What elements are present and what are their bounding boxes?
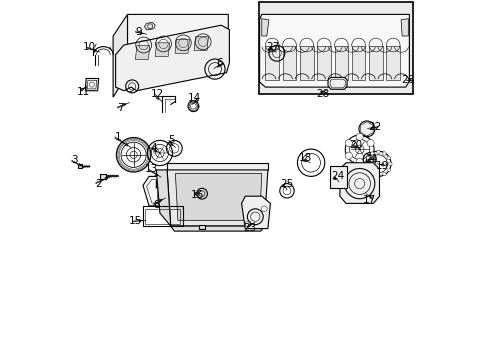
Circle shape <box>366 168 369 171</box>
Text: 8: 8 <box>153 200 159 210</box>
Text: 17: 17 <box>363 195 376 205</box>
Circle shape <box>366 139 373 147</box>
Text: 19: 19 <box>375 161 388 171</box>
Circle shape <box>376 150 380 154</box>
Bar <box>258 2 412 94</box>
Circle shape <box>370 152 373 155</box>
Circle shape <box>364 162 367 166</box>
Polygon shape <box>175 174 261 220</box>
Text: 15: 15 <box>129 216 142 226</box>
Polygon shape <box>167 170 267 226</box>
Bar <box>351 46 365 80</box>
Text: 13: 13 <box>145 164 158 174</box>
Text: 18: 18 <box>298 153 311 163</box>
Text: 5: 5 <box>168 135 175 145</box>
Polygon shape <box>259 14 408 87</box>
Polygon shape <box>241 196 270 229</box>
Text: 21: 21 <box>365 154 378 164</box>
Circle shape <box>387 162 391 166</box>
Text: 14: 14 <box>188 93 201 103</box>
Bar <box>78 164 82 168</box>
Bar <box>193 185 224 199</box>
Polygon shape <box>339 163 379 203</box>
Text: 12: 12 <box>150 89 163 99</box>
Circle shape <box>382 172 386 176</box>
Circle shape <box>345 152 352 159</box>
Polygon shape <box>327 77 346 89</box>
Polygon shape <box>142 176 255 206</box>
Polygon shape <box>144 22 155 30</box>
Text: 22: 22 <box>367 122 381 132</box>
Bar <box>386 46 399 80</box>
Polygon shape <box>261 19 268 36</box>
Bar <box>101 174 106 179</box>
Text: 3: 3 <box>71 155 78 165</box>
Bar <box>227 185 249 199</box>
Circle shape <box>386 168 390 172</box>
Text: 23: 23 <box>243 222 256 233</box>
Text: 6: 6 <box>216 58 223 68</box>
Polygon shape <box>156 170 170 226</box>
Text: 27: 27 <box>265 42 279 52</box>
Polygon shape <box>113 14 127 97</box>
Polygon shape <box>170 226 264 231</box>
Text: 10: 10 <box>82 42 95 52</box>
Polygon shape <box>194 37 208 50</box>
Text: 1: 1 <box>114 132 121 142</box>
Circle shape <box>345 139 352 147</box>
Text: 20: 20 <box>348 140 361 150</box>
Text: 24: 24 <box>330 171 343 181</box>
Polygon shape <box>135 46 149 59</box>
Polygon shape <box>400 19 407 36</box>
Polygon shape <box>360 122 372 136</box>
Bar <box>142 206 182 226</box>
Circle shape <box>366 156 369 160</box>
Circle shape <box>386 156 390 160</box>
Text: 25: 25 <box>280 179 293 189</box>
Bar <box>199 225 204 229</box>
Text: 7: 7 <box>117 103 123 113</box>
Circle shape <box>376 174 380 177</box>
Polygon shape <box>167 163 267 170</box>
Bar <box>317 46 330 80</box>
Bar <box>145 209 179 224</box>
Bar <box>334 46 347 80</box>
Circle shape <box>355 158 363 166</box>
Text: 2: 2 <box>95 179 102 189</box>
Polygon shape <box>175 40 189 53</box>
Polygon shape <box>85 78 99 91</box>
Bar <box>157 185 187 199</box>
Circle shape <box>366 152 373 159</box>
Circle shape <box>382 152 386 155</box>
Polygon shape <box>115 25 229 91</box>
Text: 9: 9 <box>135 27 142 37</box>
Bar <box>299 46 313 80</box>
Bar <box>368 46 382 80</box>
Circle shape <box>370 172 373 176</box>
Bar <box>282 46 296 80</box>
Bar <box>265 46 279 80</box>
Text: 26: 26 <box>401 75 414 85</box>
Text: 11: 11 <box>77 87 90 97</box>
Text: 16: 16 <box>190 190 203 200</box>
Polygon shape <box>156 169 255 188</box>
Polygon shape <box>329 166 346 188</box>
Text: 28: 28 <box>316 89 329 99</box>
Circle shape <box>355 133 363 140</box>
Polygon shape <box>127 14 228 74</box>
Text: 4: 4 <box>150 143 157 153</box>
Polygon shape <box>155 43 169 57</box>
